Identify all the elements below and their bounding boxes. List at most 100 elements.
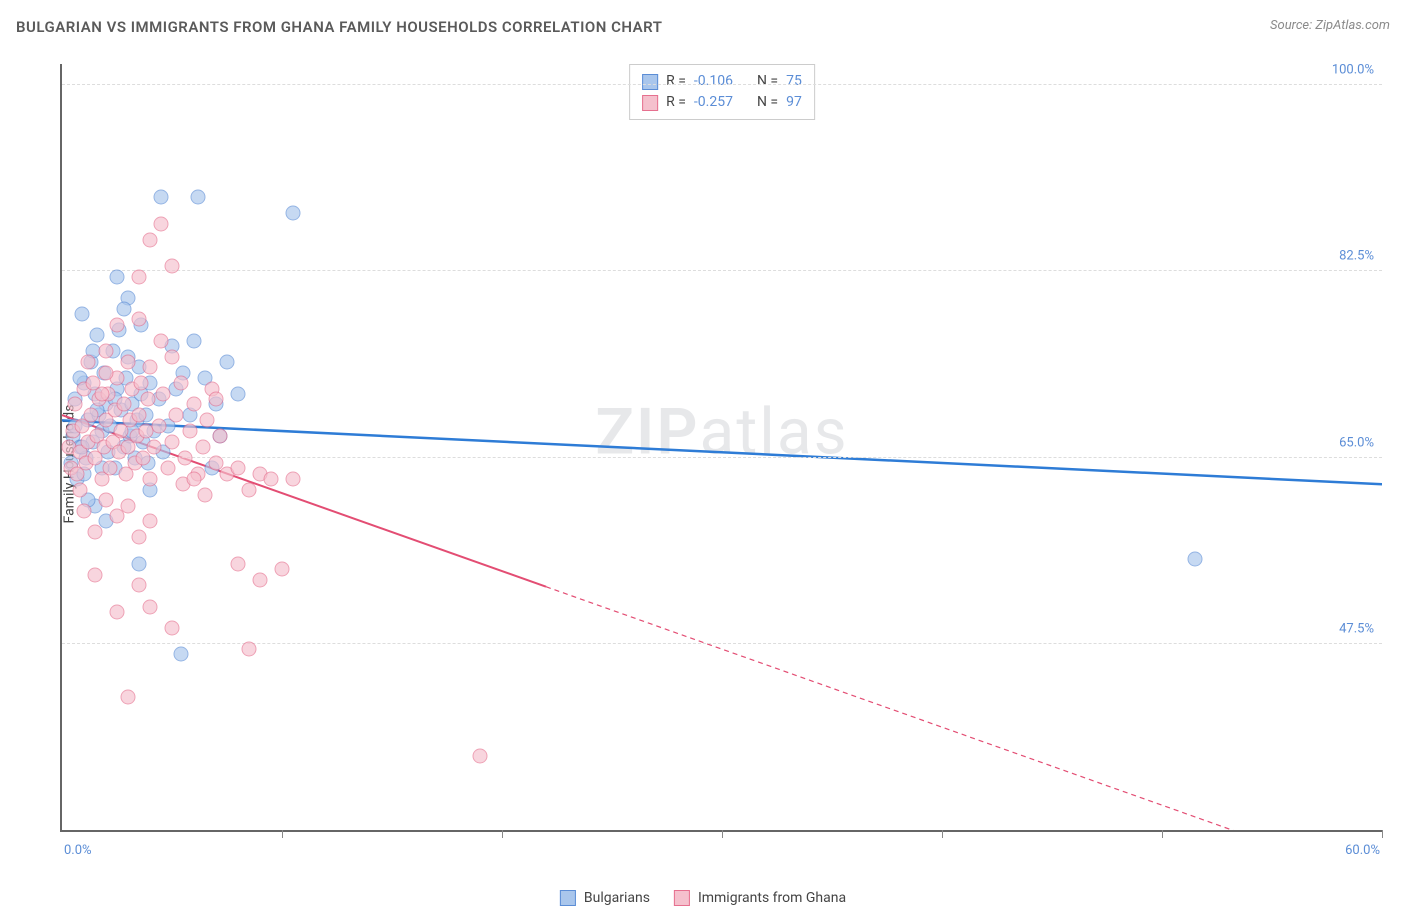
data-point [77,503,92,518]
data-point [473,748,488,763]
plot-region: ZIPatlas R =-0.106N =75R =-0.257N =97 0.… [60,64,1382,832]
data-point [182,424,197,439]
data-point [165,349,180,364]
data-point [191,190,206,205]
data-point [154,333,169,348]
data-point [286,471,301,486]
x-tick [722,830,723,838]
data-point [156,386,171,401]
data-point [132,312,147,327]
r-value: -0.106 [694,71,733,92]
n-label: N = [757,92,778,113]
legend-swatch [560,890,576,906]
data-point [121,498,136,513]
data-point [132,408,147,423]
data-point [231,557,246,572]
data-point [187,333,202,348]
data-point [154,190,169,205]
data-point [242,642,257,657]
n-label: N = [757,71,778,92]
data-point [132,557,147,572]
y-tick-label: 100.0% [1332,63,1374,78]
correlation-stats-box: R = -0.106 N = 75R = -0.257 N = 97 [629,64,815,120]
data-point [110,317,125,332]
data-point [165,620,180,635]
y-tick-label: 82.5% [1339,249,1374,264]
data-point [275,562,290,577]
data-point [213,429,228,444]
data-point [134,376,149,391]
data-point [209,392,224,407]
gridline [62,643,1382,644]
data-point [143,360,158,375]
data-point [165,434,180,449]
gridline [62,84,1382,85]
data-point [169,408,184,423]
series-swatch [642,74,658,90]
data-point [173,647,188,662]
data-point [195,440,210,455]
data-point [1188,551,1203,566]
stats-row: R = -0.257 N = 97 [642,92,802,113]
data-point [165,259,180,274]
data-point [200,413,215,428]
data-point [264,471,279,486]
data-point [99,344,114,359]
data-point [68,397,83,412]
data-point [88,567,103,582]
data-point [173,376,188,391]
x-max-label: 60.0% [1345,843,1380,858]
data-point [103,461,118,476]
data-point [178,450,193,465]
x-tick [1162,830,1163,838]
stats-row: R =-0.106N =75 [642,71,802,92]
data-point [74,307,89,322]
data-point [116,397,131,412]
x-tick [502,830,503,838]
legend-swatch [674,890,690,906]
y-tick-label: 65.0% [1339,435,1374,450]
legend-label: Immigrants from Ghana [698,890,846,906]
data-point [116,301,131,316]
data-point [143,514,158,529]
data-point [143,471,158,486]
r-label: R = [666,92,686,113]
data-point [143,599,158,614]
legend-item: Immigrants from Ghana [674,890,846,906]
chart-area: Family Households ZIPatlas R =-0.106N =7… [16,56,1390,872]
data-point [140,392,155,407]
data-point [88,525,103,540]
trend-lines [62,64,1382,830]
gridline [62,270,1382,271]
data-point [147,440,162,455]
n-value: 75 [786,71,802,92]
legend-item: Bulgarians [560,890,650,906]
data-point [143,232,158,247]
data-point [90,328,105,343]
data-point [231,461,246,476]
series-legend: Bulgarians Immigrants from Ghana [560,890,846,906]
data-point [160,461,175,476]
data-point [187,397,202,412]
chart-header: BULGARIAN VS IMMIGRANTS FROM GHANA FAMIL… [16,18,1390,42]
gridline [62,457,1382,458]
data-point [151,418,166,433]
data-point [242,482,257,497]
data-point [94,386,109,401]
r-value: -0.257 [694,92,733,113]
x-min-label: 0.0% [64,843,92,858]
data-point [253,573,268,588]
data-point [121,354,136,369]
data-point [72,482,87,497]
x-tick [942,830,943,838]
data-point [198,487,213,502]
series-swatch [642,95,658,111]
data-point [132,530,147,545]
data-point [220,354,235,369]
data-point [110,269,125,284]
data-point [231,386,246,401]
n-value: 97 [786,92,802,113]
data-point [132,578,147,593]
data-point [187,471,202,486]
data-point [154,216,169,231]
